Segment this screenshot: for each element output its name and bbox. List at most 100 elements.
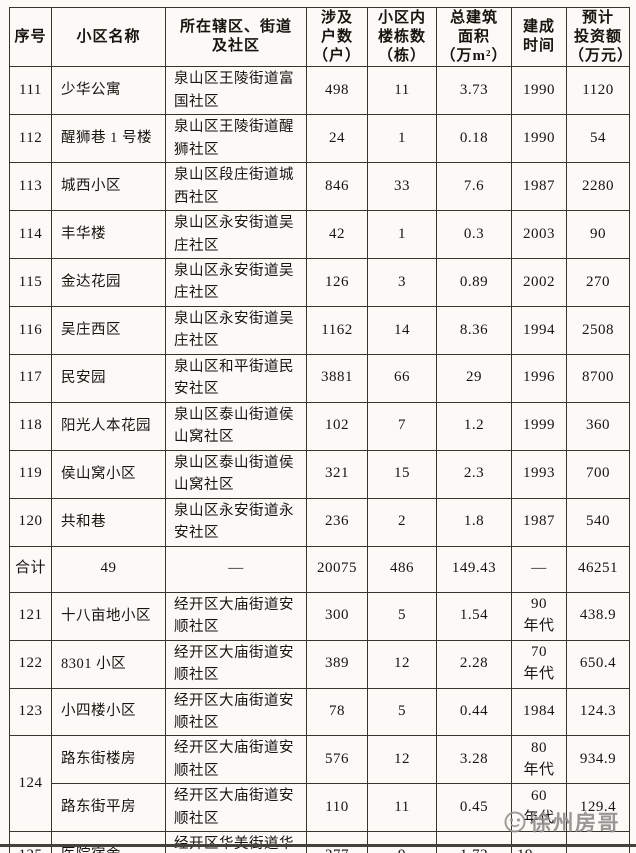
table-row: 118 阳光人本花园 泉山区泰山街道侯山窝社区 102 7 1.2 1999 3… — [9, 401, 630, 451]
cell-households: 277 — [306, 831, 368, 853]
cell-serial: 121 — [9, 591, 52, 641]
table-row: 113 城西小区 泉山区段庄街道城西社区 846 33 7.6 1987 228… — [9, 162, 630, 212]
cell-households: 498 — [306, 66, 368, 116]
cell-area: 0.3 — [436, 210, 512, 259]
cell-district: 泉山区和平街道民安社区 — [165, 353, 307, 403]
cell-district: 泉山区段庄街道城西社区 — [165, 162, 307, 212]
col-header-year: 建成 时间 — [511, 6, 567, 68]
cell-name: 医院宿舍 — [51, 831, 166, 853]
cell-district: 经开区大庙街道安顺社区 — [165, 783, 307, 833]
cell-households: 300 — [306, 591, 368, 641]
cell-serial: 116 — [9, 305, 52, 355]
cell-year: 19 — [511, 831, 567, 853]
cell-serial: 115 — [9, 258, 52, 307]
cell-name: 民安园 — [51, 353, 166, 403]
cell-name: 城西小区 — [51, 162, 166, 212]
cell-buildings: 486 — [367, 545, 437, 593]
cell-district: 泉山区泰山街道侯山窝社区 — [165, 401, 307, 451]
cell-buildings: 5 — [367, 591, 437, 641]
cell-buildings: 66 — [367, 353, 437, 403]
cell-name: 十八亩地小区 — [51, 591, 166, 641]
cell-households: 1162 — [306, 305, 368, 355]
cell-serial: 117 — [9, 353, 52, 403]
cell-name: 路东街楼房 — [51, 735, 166, 785]
col-header-households: 涉及 户数 （户） — [306, 6, 368, 68]
cell-investment: 650.4 — [566, 639, 630, 689]
cell-households: 576 — [306, 735, 368, 785]
cell-investment: 270 — [566, 258, 630, 307]
table-row: 122 8301 小区 经开区大庙街道安顺社区 389 12 2.28 70 年… — [9, 639, 630, 689]
cell-investment: 2508 — [566, 305, 630, 355]
cell-area: 1.72 — [436, 831, 512, 853]
table-row: 路东街平房 经开区大庙街道安顺社区 110 11 0.45 60 年代 129.… — [10, 783, 630, 833]
cell-year: 80 年代 — [511, 735, 567, 785]
cell-name: 小四楼小区 — [51, 687, 166, 737]
scan-bottom-edge — [0, 844, 636, 847]
cell-district: 泉山区永安街道永安社区 — [165, 497, 307, 547]
cell-year: 70 年代 — [511, 639, 567, 689]
cell-area: 149.43 — [436, 545, 512, 593]
cell-district: — — [165, 545, 307, 593]
cell-area: 2.28 — [436, 639, 512, 689]
cell-year: 1987 — [511, 497, 567, 547]
cell-area: 2.3 — [436, 449, 512, 499]
cell-investment: 2280 — [566, 162, 630, 212]
cell-investment: 129.4 — [566, 783, 630, 833]
cell-investment: 124.3 — [566, 687, 630, 737]
cell-households: 126 — [306, 258, 368, 307]
cell-name: 共和巷 — [51, 497, 166, 547]
cell-households: 20075 — [306, 545, 368, 593]
cell-area: 1.2 — [436, 401, 512, 451]
cell-name: 路东街平房 — [51, 783, 166, 833]
cell-district: 经开区大庙街道安顺社区 — [165, 639, 307, 689]
cell-year: 90 年代 — [511, 591, 567, 641]
cell-name: 少华公寓 — [51, 66, 166, 116]
cell-area: 0.18 — [436, 114, 512, 164]
cell-district: 经开区华美街道华美社区 — [165, 831, 307, 853]
cell-serial: 124 — [9, 735, 52, 833]
cell-investment: 54 — [566, 114, 630, 164]
renovation-communities-table: 序号 小区名称 所在辖区、街道 及社区 涉及 户数 （户） 小区内 楼栋数 （栋… — [9, 6, 630, 853]
cell-households: 846 — [306, 162, 368, 212]
cell-district: 泉山区王陵街道富国社区 — [165, 66, 307, 116]
cell-buildings: 12 — [367, 639, 437, 689]
cell-district: 经开区大庙街道安顺社区 — [165, 687, 307, 737]
cell-investment: 700 — [566, 449, 630, 499]
cell-area: 7.6 — [436, 162, 512, 212]
cell-name: 金达花园 — [51, 258, 166, 307]
cell-investment — [566, 831, 630, 853]
cell-year: 60 年代 — [511, 783, 567, 833]
cell-buildings: 12 — [367, 735, 437, 785]
table-row: 115 金达花园 泉山区永安街道吴庄社区 126 3 0.89 2002 270 — [9, 258, 630, 307]
cell-area: 8.36 — [436, 305, 512, 355]
cell-serial: 119 — [9, 449, 52, 499]
cell-buildings: 33 — [367, 162, 437, 212]
cell-name: 49 — [51, 545, 166, 593]
cell-households: 236 — [306, 497, 368, 547]
table-row: 125 医院宿舍 经开区华美街道华美社区 277 9 1.72 19 — [9, 831, 630, 853]
cell-households: 3881 — [306, 353, 368, 403]
cell-area: 3.28 — [436, 735, 512, 785]
cell-area: 1.8 — [436, 497, 512, 547]
cell-investment: 934.9 — [566, 735, 630, 785]
cell-buildings: 15 — [367, 449, 437, 499]
cell-serial: 111 — [9, 66, 52, 116]
table-row: 112 醒狮巷 1 号楼 泉山区王陵街道醒狮社区 24 1 0.18 1990 … — [9, 114, 630, 164]
cell-serial: 114 — [9, 210, 52, 259]
cell-households: 102 — [306, 401, 368, 451]
table-row: 119 侯山窝小区 泉山区泰山街道侯山窝社区 321 15 2.3 1993 7… — [9, 449, 630, 499]
cell-district: 经开区大庙街道安顺社区 — [165, 735, 307, 785]
cell-serial: 112 — [9, 114, 52, 164]
cell-year: 1996 — [511, 353, 567, 403]
cell-district: 泉山区永安街道吴庄社区 — [165, 210, 307, 259]
cell-year: 1994 — [511, 305, 567, 355]
table-row: 124 路东街楼房 经开区大庙街道安顺社区 576 12 3.28 80 年代 … — [9, 735, 630, 833]
cell-households: 110 — [306, 783, 368, 833]
cell-serial: 113 — [9, 162, 52, 212]
cell-name: 醒狮巷 1 号楼 — [51, 114, 166, 164]
cell-area: 1.54 — [436, 591, 512, 641]
col-header-investment: 预计 投资额 （万元） — [566, 6, 630, 68]
cell-households: 321 — [306, 449, 368, 499]
cell-buildings: 11 — [367, 66, 437, 116]
